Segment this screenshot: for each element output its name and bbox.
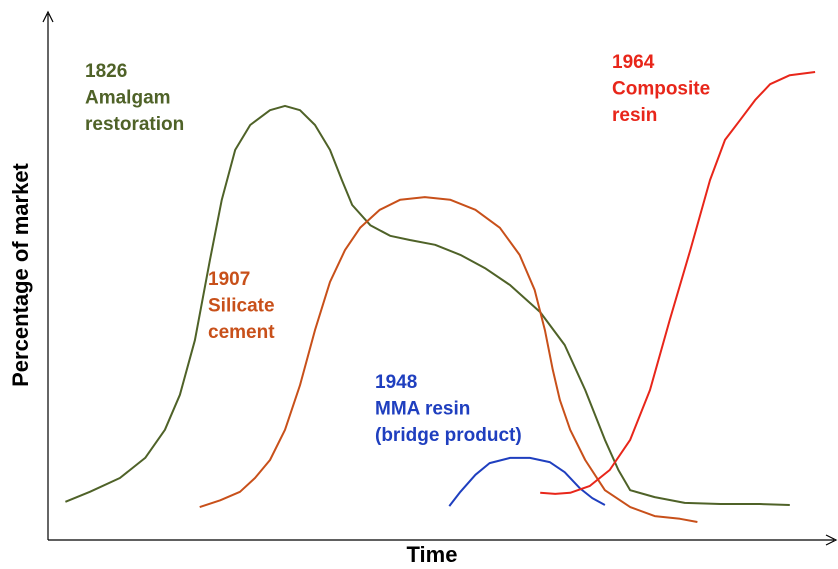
curve-label: 1907: [208, 269, 250, 290]
curve-label: resin: [612, 105, 657, 126]
curve: [540, 71, 816, 495]
curve-label: (bridge product): [375, 425, 522, 446]
curve: [448, 456, 606, 507]
curve-label: MMA resin: [375, 399, 470, 420]
curve-label: restoration: [85, 114, 184, 135]
curve: [65, 104, 790, 506]
curve-label: Silicate: [208, 296, 275, 317]
curve-label: Composite: [612, 79, 710, 100]
curve-label: 1948: [375, 372, 417, 393]
curve: [199, 196, 698, 523]
curve-label: Amalgam: [85, 88, 171, 109]
x-axis-label: Time: [407, 542, 458, 567]
y-axis-arrow: [42, 10, 54, 23]
curve-label: 1964: [612, 52, 655, 73]
curve-label: 1826: [85, 61, 127, 82]
x-axis-arrow: [825, 534, 838, 546]
curve-label: cement: [208, 322, 275, 343]
y-axis-label: Percentage of market: [8, 162, 33, 386]
